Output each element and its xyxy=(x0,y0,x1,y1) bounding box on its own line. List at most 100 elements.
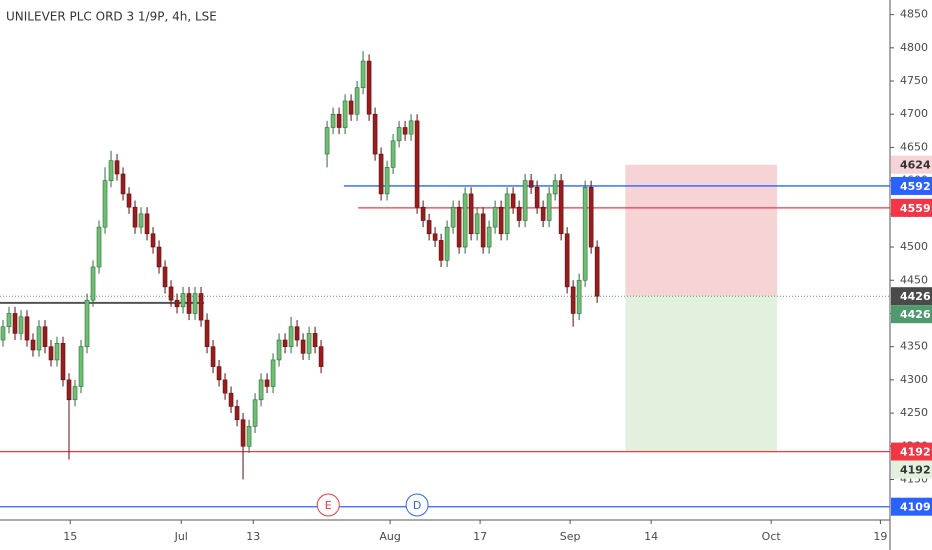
candle-body xyxy=(438,240,444,261)
candle-body xyxy=(540,206,546,221)
price-label: 4624 xyxy=(900,159,931,172)
y-tick-label: 4350 xyxy=(900,340,928,353)
candle-body xyxy=(84,299,90,347)
candle-body xyxy=(132,206,138,228)
candle-body xyxy=(318,346,324,367)
candle-body xyxy=(390,140,396,168)
candle-body xyxy=(456,206,462,248)
candle-body xyxy=(492,206,498,228)
candle-body xyxy=(480,213,486,248)
candle-body xyxy=(60,343,66,381)
price-label: 4426 xyxy=(900,308,931,321)
x-tick-label: 19 xyxy=(873,530,887,543)
x-tick-label: Aug xyxy=(379,530,400,543)
candle-body xyxy=(216,366,222,381)
x-tick-label: Oct xyxy=(762,530,782,543)
candle-body xyxy=(366,60,372,115)
candle-body xyxy=(354,87,360,115)
candle-body xyxy=(42,326,48,347)
candle-body xyxy=(432,233,438,241)
candle-body xyxy=(168,286,174,301)
price-label: 4426 xyxy=(900,290,931,303)
candle-body xyxy=(384,167,390,195)
price-label: 4592 xyxy=(900,180,931,193)
candle-body xyxy=(114,160,120,175)
candle-body xyxy=(582,186,588,281)
price-label-box xyxy=(891,442,932,461)
candle-body xyxy=(312,333,318,347)
y-tick-label: 4700 xyxy=(900,107,928,120)
target-zone xyxy=(625,296,778,452)
candle-body xyxy=(18,316,24,334)
candle-body xyxy=(420,206,426,221)
x-tick-label: Sep xyxy=(560,530,581,543)
candle-body xyxy=(276,339,282,361)
candle-body xyxy=(120,173,126,195)
candle-body xyxy=(522,180,528,221)
candle-body xyxy=(0,326,6,341)
price-label-box xyxy=(891,198,932,217)
x-tick-label: 14 xyxy=(644,530,658,543)
event-label: E xyxy=(325,499,332,512)
candle-body xyxy=(348,100,354,115)
candle-body xyxy=(108,160,114,181)
candle-body xyxy=(534,186,540,208)
candle-body xyxy=(426,220,432,235)
candle-body xyxy=(330,113,336,128)
candle-body xyxy=(204,319,210,347)
candle-body xyxy=(246,426,252,447)
candle-body xyxy=(24,316,30,341)
candle-body xyxy=(270,359,276,387)
candle-body xyxy=(450,206,456,228)
candle-body xyxy=(72,386,78,401)
x-tick-label: 13 xyxy=(246,530,260,543)
candle-body xyxy=(378,153,384,195)
candle-body xyxy=(228,392,234,407)
candle-body xyxy=(36,326,42,351)
candle-body xyxy=(294,326,300,341)
candle-body xyxy=(564,233,570,288)
candle-body xyxy=(468,193,474,235)
price-label-box xyxy=(891,497,932,516)
candle-body xyxy=(324,127,330,155)
event-marker xyxy=(405,493,429,517)
candle-body xyxy=(234,406,240,421)
candle-body xyxy=(6,313,12,328)
chart-title: UNILEVER PLC ORD 3 1/9P, 4h, LSE xyxy=(6,10,217,24)
price-label-box xyxy=(891,460,932,479)
candle-body xyxy=(126,193,132,208)
candle-body xyxy=(78,346,84,387)
stop-zone xyxy=(625,164,778,297)
candle-body xyxy=(306,333,312,354)
candle-body xyxy=(408,120,414,135)
candle-body xyxy=(570,286,576,314)
y-tick-label: 4850 xyxy=(900,8,928,21)
candle-body xyxy=(54,343,60,361)
candle-body xyxy=(588,186,594,248)
y-tick-label: 4450 xyxy=(900,273,928,286)
candle-body xyxy=(414,120,420,208)
candle-body xyxy=(102,180,108,228)
x-tick-label: Jul xyxy=(174,530,188,543)
y-tick-label: 4500 xyxy=(900,240,928,253)
price-label-box xyxy=(891,287,932,306)
candle-body xyxy=(504,193,510,235)
candle-body xyxy=(288,326,294,347)
candle-body xyxy=(210,346,216,367)
event-marker xyxy=(316,493,340,517)
candle-body xyxy=(222,379,228,394)
price-label: 4192 xyxy=(900,464,931,477)
x-tick-label: 17 xyxy=(473,530,487,543)
candle-body xyxy=(516,206,522,221)
candle-body xyxy=(372,113,378,155)
y-tick-label: 4750 xyxy=(900,74,928,87)
candle-body xyxy=(198,293,204,321)
candle-body xyxy=(264,379,270,387)
candle-body xyxy=(174,299,180,308)
y-tick-label: 4800 xyxy=(900,41,928,54)
price-label-box xyxy=(891,305,932,324)
price-label-box xyxy=(891,176,932,195)
event-label: D xyxy=(413,499,421,512)
y-tick-label: 4250 xyxy=(900,406,928,419)
